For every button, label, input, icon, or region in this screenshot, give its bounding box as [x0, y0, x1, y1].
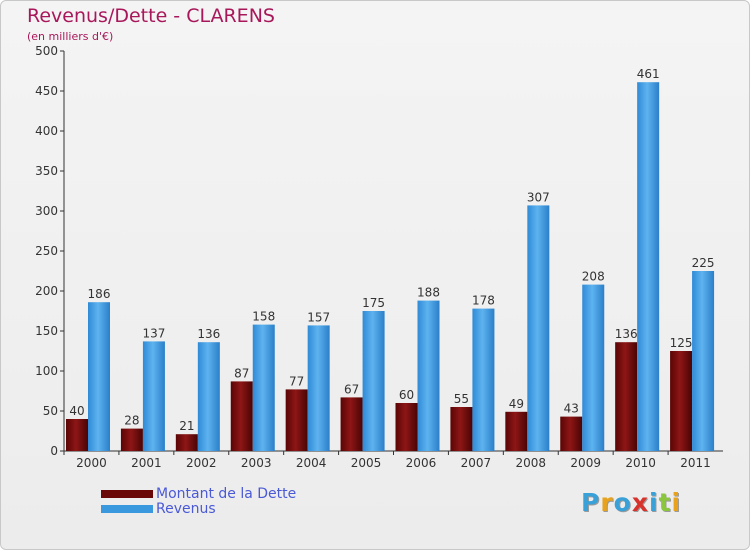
data-label-debt-2008: 49: [509, 397, 524, 411]
x-tick-label: 2005: [351, 456, 382, 470]
x-tick-label: 2008: [516, 456, 547, 470]
bar-debt-2011: [670, 351, 693, 451]
legend-label-revenue: Revenus: [156, 500, 216, 517]
data-label-revenue-2008: 307: [527, 190, 550, 204]
y-tick-label: 300: [35, 204, 58, 218]
data-label-debt-2010: 136: [615, 327, 638, 341]
data-label-revenue-2006: 188: [417, 286, 440, 300]
x-tick-label: 2000: [76, 456, 107, 470]
bar-debt-2009: [560, 416, 583, 451]
x-tick-label: 2009: [570, 456, 601, 470]
bar-revenue-2011: [692, 271, 715, 451]
data-label-debt-2004: 77: [289, 374, 304, 388]
data-label-revenue-2010: 461: [637, 67, 660, 81]
data-label-debt-2002: 21: [179, 419, 194, 433]
y-tick-label: 350: [35, 164, 58, 178]
logo-letter: P: [581, 488, 601, 517]
bar-revenue-2009: [582, 284, 605, 451]
logo-letter: r: [600, 488, 614, 517]
bar-debt-2000: [66, 419, 88, 451]
bar-revenue-2006: [417, 300, 440, 451]
legend-item-revenue: Revenus: [101, 500, 296, 517]
data-label-revenue-2002: 136: [197, 327, 220, 341]
data-label-revenue-2007: 178: [472, 294, 495, 308]
data-label-debt-2000: 40: [69, 404, 84, 418]
logo-letter: i: [671, 488, 682, 517]
legend-swatch-revenue: [101, 504, 153, 513]
data-label-debt-2003: 87: [234, 366, 249, 380]
logo-letter: x: [631, 488, 649, 517]
y-tick-label: 500: [35, 44, 58, 58]
data-label-revenue-2011: 225: [692, 256, 715, 270]
bar-debt-2010: [615, 342, 638, 451]
chart-unit-label: (en milliers d'€): [27, 30, 114, 43]
y-tick-label: 0: [50, 444, 58, 458]
logo-letter: t: [658, 488, 672, 517]
bar-revenue-2008: [527, 205, 550, 451]
bar-debt-2001: [120, 428, 143, 451]
x-tick-label: 2001: [131, 456, 162, 470]
x-tick-label: 2003: [241, 456, 272, 470]
data-label-revenue-2000: 186: [88, 287, 111, 301]
bar-revenue-2010: [637, 82, 660, 451]
y-tick-label: 450: [35, 84, 58, 98]
data-labels: 40 186 28 137 21 136 87 158 77 157 67 175 60 188 55 178…: [69, 67, 714, 433]
chart-title: Revenus/Dette - CLARENS: [27, 5, 275, 27]
bar-debt-2005: [340, 397, 363, 451]
y-tick-label: 100: [35, 364, 58, 378]
data-label-debt-2005: 67: [344, 382, 359, 396]
x-tick-label: 2010: [625, 456, 656, 470]
bar-debt-2007: [450, 407, 473, 451]
legend-label-debt: Montant de la Dette: [156, 485, 297, 502]
data-label-debt-2011: 125: [670, 336, 693, 350]
bar-revenue-2002: [197, 342, 220, 451]
data-label-debt-2007: 55: [454, 392, 469, 406]
bar-revenue-2005: [362, 311, 385, 451]
y-tick-label: 50: [43, 404, 58, 418]
bar-revenue-2007: [472, 308, 495, 451]
y-tick-label: 250: [35, 244, 58, 258]
data-label-debt-2001: 28: [124, 414, 139, 428]
legend: Montant de la Dette Revenus: [101, 485, 297, 517]
bar-revenue-2001: [142, 341, 165, 451]
data-label-debt-2006: 60: [399, 388, 414, 402]
bar-debt-2002: [175, 434, 198, 451]
x-tick-label: 2011: [680, 456, 711, 470]
y-tick-label: 400: [35, 124, 58, 138]
bar-debt-2008: [505, 411, 528, 451]
y-tick-label: 150: [35, 324, 58, 338]
bars: [66, 82, 715, 451]
x-tick-label: 2007: [461, 456, 492, 470]
x-tick-label: 2004: [296, 456, 327, 470]
data-label-revenue-2005: 175: [362, 296, 385, 310]
bar-debt-2006: [395, 403, 418, 451]
data-label-revenue-2003: 158: [252, 310, 275, 324]
x-tick-label: 2006: [406, 456, 437, 470]
data-label-debt-2009: 43: [564, 402, 579, 416]
bar-revenue-2004: [307, 325, 330, 451]
data-label-revenue-2001: 137: [142, 326, 165, 340]
bar-revenue-2003: [252, 324, 275, 451]
bar-debt-2003: [230, 381, 253, 451]
bar-revenue-2000: [88, 302, 110, 451]
bar-debt-2004: [285, 389, 308, 451]
legend-swatch-debt: [101, 489, 153, 498]
legend-item-debt: Montant de la Dette: [101, 485, 297, 502]
data-label-revenue-2009: 208: [582, 270, 605, 284]
axes: 0 50 100 150 200 250 300 350 400 450 500 2000 2001 20…: [35, 44, 723, 470]
x-tick-label: 2002: [186, 456, 217, 470]
y-tick-label: 200: [35, 284, 58, 298]
proxiti-logo: Proxiti: [581, 488, 681, 517]
logo-letter: o: [613, 488, 632, 517]
logo-letter: i: [649, 488, 659, 517]
data-label-revenue-2004: 157: [307, 310, 330, 324]
